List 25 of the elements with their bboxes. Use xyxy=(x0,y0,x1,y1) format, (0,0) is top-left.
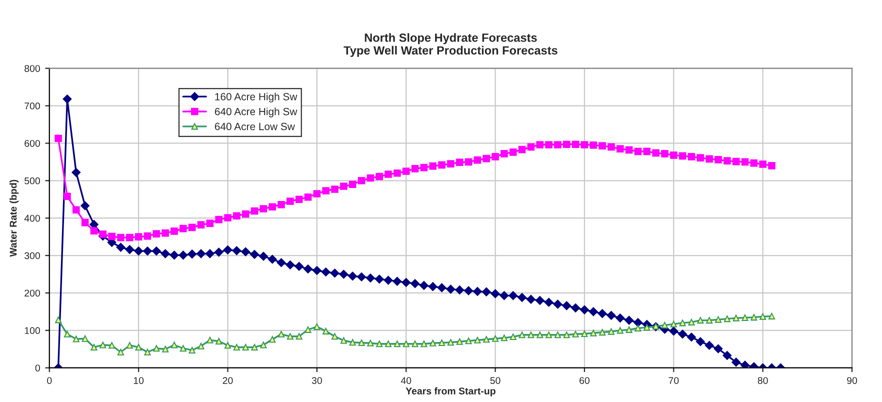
x-tick-label: 0 xyxy=(47,377,52,384)
y-tick-label: 100 xyxy=(24,327,40,334)
x-tick-label: 50 xyxy=(490,377,500,384)
x-tick-label: 80 xyxy=(758,377,768,384)
x-tick-label: 30 xyxy=(312,377,322,384)
x-tick-label: 40 xyxy=(400,377,412,384)
x-tick-label: 20 xyxy=(222,377,233,384)
y-tick-label: 200 xyxy=(24,290,40,297)
chart-title: North Slope Hydrate Forecasts Type Well Water Production Forecasts xyxy=(344,33,558,57)
legend-label: 640 Acre High Sw xyxy=(214,108,298,118)
y-tick-label: 600 xyxy=(24,140,40,147)
x-tick-label: 90 xyxy=(847,377,858,384)
x-tick-label: 10 xyxy=(134,377,144,384)
x-axis-title: Years from Start-up xyxy=(406,387,496,396)
y-axis-title: Water Rate (bpd) xyxy=(10,180,19,257)
y-tick-label: 0 xyxy=(35,364,40,372)
y-tick-label: 500 xyxy=(24,177,40,184)
y-tick-label: 800 xyxy=(24,65,40,72)
legend-label: 160 Acre High Sw xyxy=(215,92,298,102)
y-tick-label: 400 xyxy=(24,214,40,222)
y-tick-label: 700 xyxy=(24,102,40,110)
x-tick-label: 60 xyxy=(580,377,590,384)
x-tick-label: 70 xyxy=(668,377,679,384)
y-tick-label: 300 xyxy=(24,252,40,260)
legend-label: 640 Acre Low Sw xyxy=(214,122,295,130)
